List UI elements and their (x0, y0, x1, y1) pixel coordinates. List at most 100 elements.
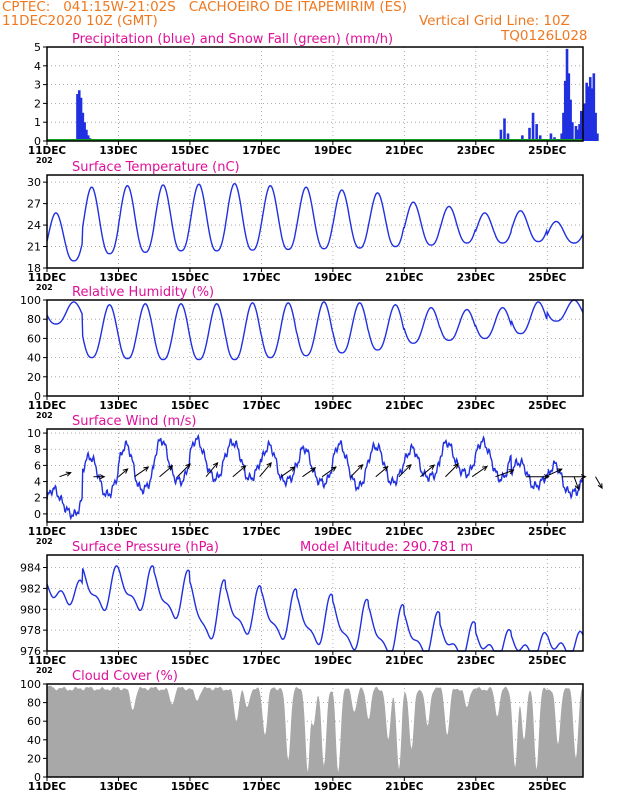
y-tick-label: 24 (27, 219, 41, 232)
precip-bar (83, 122, 86, 141)
precip-bar (76, 94, 79, 141)
x-tick-label: 11DEC (28, 145, 67, 157)
wind-vector-head (382, 465, 389, 472)
wind-vector-head (65, 471, 72, 477)
y-tick-label: 18 (27, 262, 41, 275)
x-tick-label: 15DEC (171, 145, 210, 157)
wind-vector-head (310, 467, 317, 473)
y-tick-label: 978 (20, 624, 41, 637)
precip-bar (86, 135, 90, 141)
panel-2-title: Relative Humidity (%) (72, 285, 214, 300)
y-tick-label: 60 (27, 715, 41, 728)
wind-vector-head (99, 474, 106, 480)
x-tick-label: 11DEC (28, 655, 67, 667)
x-tick-label: 17DEC (242, 526, 281, 538)
y-tick-label: 100 (20, 294, 41, 307)
x-tick-label: 25DEC (528, 781, 567, 793)
wind-vector-shaft (350, 464, 363, 478)
wind-vector-shaft (280, 466, 296, 478)
precip-bar (499, 129, 503, 141)
panel-0-frame (46, 46, 584, 142)
panel-1-title: Surface Temperature (nC) (72, 160, 240, 175)
y-tick-label: 20 (27, 371, 41, 384)
panel-0-grid (47, 47, 583, 141)
y-tick-label: 3 (34, 79, 41, 92)
x-tick-label: 11DEC (28, 526, 67, 538)
x-tick-label: 19DEC (314, 145, 353, 157)
wind-vector-head (543, 474, 550, 480)
x-tick-label: 21DEC (385, 272, 424, 284)
y-tick-label: 80 (27, 697, 41, 710)
wind-vector-shaft (573, 476, 580, 490)
series-line (46, 565, 584, 652)
year-fragment: 202 (36, 537, 53, 546)
precip-bar (565, 48, 569, 141)
x-tick-label: 15DEC (171, 526, 210, 538)
y-tick-label: 27 (27, 198, 41, 211)
wind-vector-shaft (302, 467, 316, 478)
x-tick-label: 11DEC (28, 781, 67, 793)
precip-bar (81, 112, 85, 141)
header-code: TQ0126L028 (501, 28, 588, 44)
x-tick-label: 15DEC (171, 781, 210, 793)
x-tick-label: 25DEC (528, 272, 567, 284)
x-tick-label: 11DEC (28, 400, 67, 412)
x-tick-label: 25DEC (528, 526, 567, 538)
header-title: CPTEC: 041:15W-21:02S CACHOEIRO DE ITAPE… (2, 0, 408, 15)
wind-vector-shaft (177, 463, 191, 478)
precip-bar (506, 133, 510, 141)
wind-vector-head (143, 466, 150, 472)
x-tick-label: 23DEC (457, 272, 496, 284)
x-tick-label: 21DEC (385, 526, 424, 538)
x-tick-label: 25DEC (528, 655, 567, 667)
y-tick-label: 2 (34, 97, 41, 110)
panel-0-title: Precipitation (blue) and Snow Fall (gree… (72, 32, 393, 47)
x-tick-label: 15DEC (171, 400, 210, 412)
panel-1-frame (46, 174, 584, 269)
series-line (46, 299, 584, 361)
x-tick-label: 17DEC (242, 400, 281, 412)
precip-bar (590, 88, 594, 141)
x-tick-label: 19DEC (314, 526, 353, 538)
y-tick-label: 8 (34, 443, 41, 456)
y-tick-label: 21 (27, 241, 41, 254)
y-tick-label: 0 (34, 508, 41, 521)
y-tick-label: 6 (34, 459, 41, 472)
panel-5-title: Cloud Cover (%) (72, 669, 178, 684)
panel-4-frame (46, 554, 584, 652)
wind-vector-shaft (545, 468, 563, 478)
wind-vector-head (405, 464, 412, 470)
panel-2-grid (47, 300, 583, 396)
wind-vector-shaft (471, 465, 488, 478)
x-tick-label: 15DEC (171, 272, 210, 284)
wind-vector-head (266, 462, 272, 468)
wind-vector-shaft (375, 466, 389, 478)
wind-vector-head (597, 483, 603, 490)
year-fragment: 202 (36, 411, 53, 420)
wind-vector-head (212, 462, 219, 468)
x-tick-label: 19DEC (314, 655, 353, 667)
wind-vector-shaft (321, 466, 337, 478)
wind-vector-shaft (59, 472, 71, 478)
x-tick-label: 19DEC (314, 400, 353, 412)
x-tick-label: 21DEC (385, 145, 424, 157)
year-fragment: 202 (36, 283, 53, 292)
precip-bar (588, 77, 592, 141)
precip-bar (583, 103, 587, 141)
y-tick-label: 20 (27, 752, 41, 765)
y-tick-label: 1 (34, 116, 41, 129)
y-tick-label: 984 (20, 562, 41, 575)
y-tick-label: 10 (27, 427, 41, 440)
wind-vector-shaft (595, 476, 603, 489)
precip-bar (576, 129, 580, 141)
series-line (46, 433, 584, 521)
wind-vector-head (240, 465, 247, 471)
model-altitude-note: Model Altitude: 290.781 m (300, 540, 473, 555)
precip-bar (580, 110, 583, 141)
wind-vector-shaft (259, 462, 272, 478)
precip-bar (567, 73, 571, 141)
x-tick-label: 19DEC (314, 272, 353, 284)
y-tick-label: 80 (27, 313, 41, 326)
wind-vector-head (556, 468, 563, 474)
wind-vector-shaft (420, 464, 435, 478)
